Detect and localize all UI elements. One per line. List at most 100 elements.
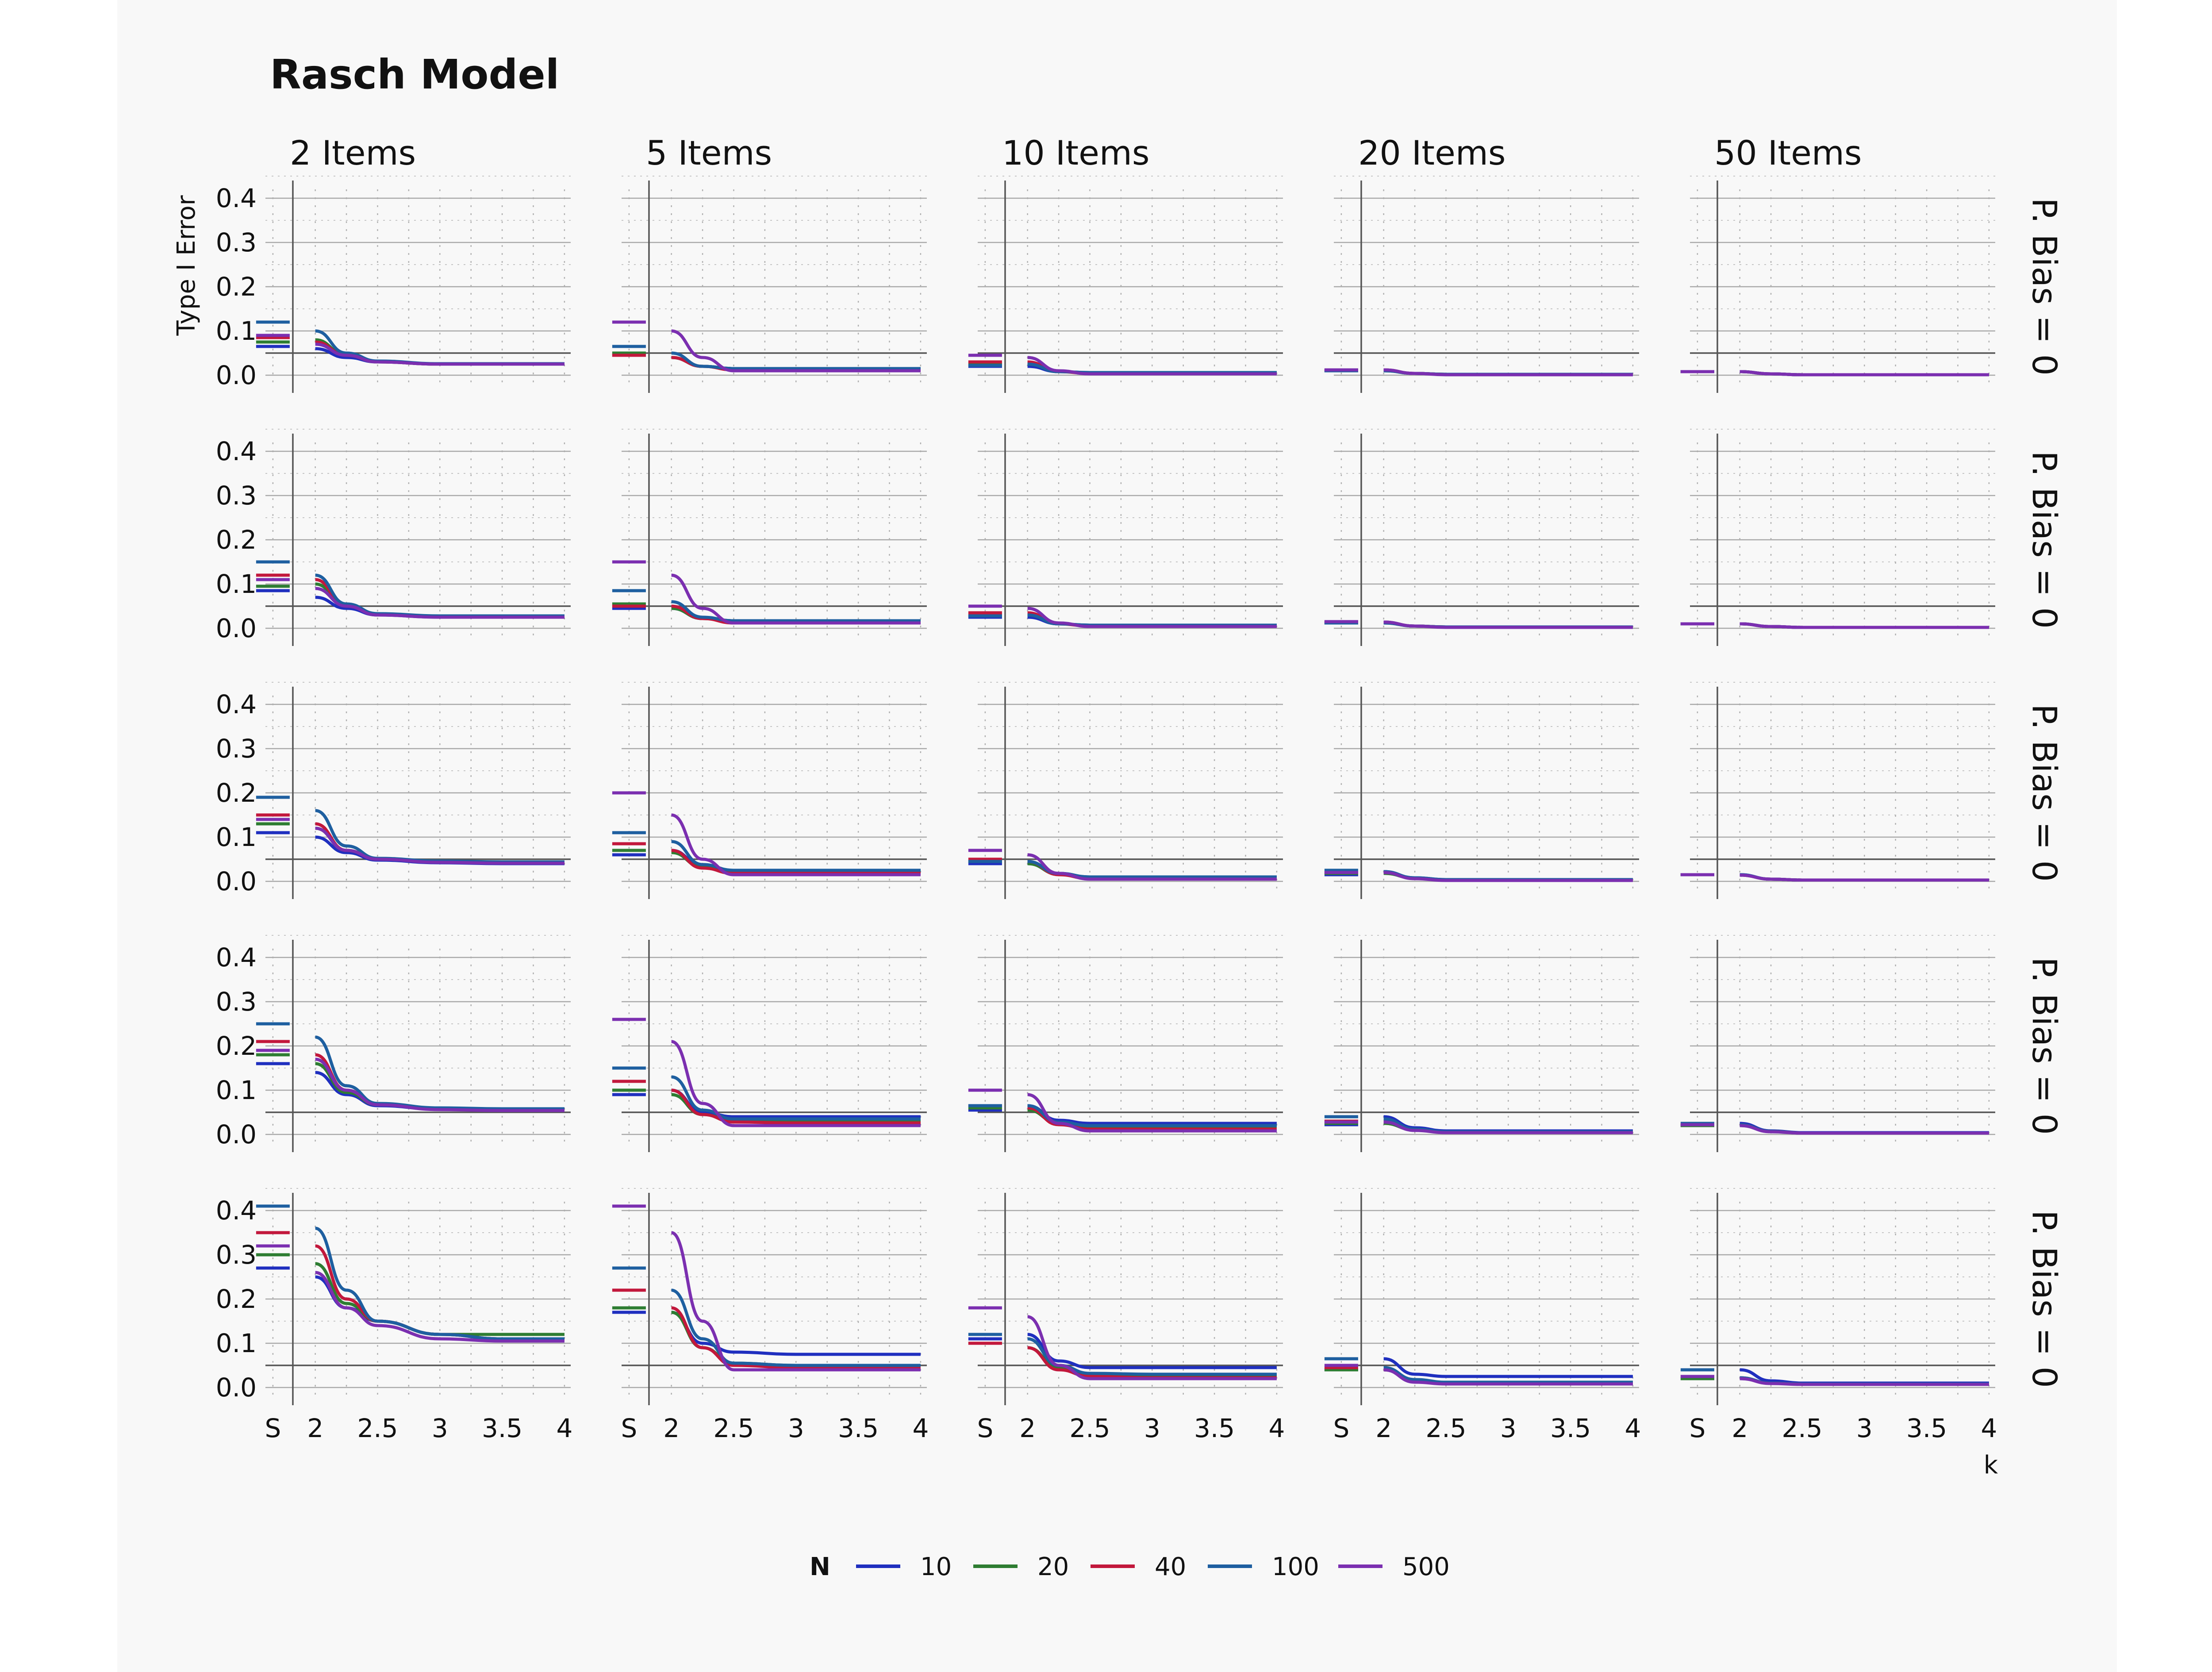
series-line-10 [1383, 1357, 1633, 1378]
y-tick-label: 0.4 [216, 689, 257, 719]
series-line-100 [671, 840, 921, 872]
y-tick-label: 0.3 [216, 987, 257, 1017]
x-tick-label: S [1333, 1413, 1349, 1443]
y-tick-label: 0.1 [216, 822, 257, 852]
column-header: 5 Items [646, 133, 772, 173]
panel-r2-c5 [1680, 429, 1995, 646]
x-tick-label: 4 [912, 1413, 929, 1443]
x-tick-label: 2.5 [1069, 1413, 1110, 1443]
column-header: 50 Items [1714, 133, 1862, 173]
x-tick-label: 3.5 [482, 1413, 522, 1443]
x-tick-label: 3.5 [838, 1413, 879, 1443]
series-line-100 [315, 1226, 565, 1341]
y-tick-label: 0.2 [216, 525, 257, 555]
y-tick-label: 0.3 [216, 734, 257, 764]
x-tick-label: 2.5 [713, 1413, 754, 1443]
y-axis-label: Type I Error [172, 195, 201, 336]
panel-r1-c2 [612, 176, 927, 393]
column-header: 20 Items [1358, 133, 1505, 173]
series-line-500 [1740, 622, 1989, 629]
panel-r3-c4 [1324, 682, 1639, 899]
series-line-500 [1383, 368, 1633, 377]
series-line-100 [315, 1035, 565, 1111]
x-tick-label: 2.5 [357, 1413, 398, 1443]
series-line-500 [315, 342, 565, 366]
row-strip-label: P. Bias = 0 [2025, 451, 2064, 629]
panel-r2-c4 [1324, 429, 1639, 646]
panel-r5-c4 [1324, 1188, 1639, 1405]
series-line-500 [1027, 1093, 1277, 1133]
legend: N 10 20 40 100 500 [810, 1553, 1450, 1581]
x-tick-label: 2.5 [1782, 1413, 1822, 1443]
x-tick-label: 3 [788, 1413, 804, 1443]
row-strip-label: P. Bias = 0 [2025, 1210, 2064, 1388]
x-tick-label: 3 [1500, 1413, 1517, 1443]
x-tick-label: 4 [1268, 1413, 1285, 1443]
y-tick-label: 0.0 [216, 613, 257, 643]
legend-title: N [810, 1553, 830, 1581]
series-line-100 [671, 600, 921, 623]
series-line-40 [671, 1306, 921, 1369]
legend-label-10: 10 [920, 1553, 952, 1581]
series-line-500 [1740, 1124, 1989, 1135]
x-tick-label: 2 [1375, 1413, 1392, 1443]
y-tick-label: 0.1 [216, 316, 257, 346]
legend-label-40: 40 [1155, 1553, 1186, 1581]
y-tick-label: 0.0 [216, 360, 257, 390]
legend-label-500: 500 [1402, 1553, 1450, 1581]
panel-r4-c3 [968, 935, 1283, 1152]
series-line-500 [1740, 873, 1989, 882]
series-line-500 [315, 1271, 565, 1343]
series-line-500 [1383, 1120, 1633, 1134]
y-tick-label: 0.2 [216, 778, 257, 808]
panel-r4-c2 [612, 935, 927, 1152]
series-line-40 [671, 1088, 921, 1125]
series-line-500 [1027, 1315, 1277, 1380]
x-tick-label: 3.5 [1550, 1413, 1591, 1443]
series-line-500 [1027, 356, 1277, 376]
x-tick-label: 4 [1624, 1413, 1641, 1443]
panel-r1-c4 [1324, 176, 1639, 393]
series-line-500 [1383, 1368, 1633, 1386]
panel-r1-c3 [968, 176, 1283, 393]
panel-r3-c3 [968, 682, 1283, 899]
x-tick-label: 3 [432, 1413, 448, 1443]
y-tick-label: 0.4 [216, 183, 257, 213]
series-line-20 [315, 338, 565, 366]
x-tick-label: 4 [556, 1413, 572, 1443]
y-tick-label: 0.3 [216, 1240, 257, 1270]
series-line-40 [315, 822, 565, 865]
series-line-500 [1383, 620, 1633, 629]
panel-r2-c1 [256, 429, 571, 646]
series-line-100 [1383, 1366, 1633, 1384]
series-line-500 [1383, 871, 1633, 882]
series-line-20 [315, 582, 565, 619]
series-line-500 [1740, 1377, 1989, 1386]
series-line-500 [671, 813, 921, 876]
series-line-100 [671, 351, 921, 370]
legend-label-20: 20 [1037, 1553, 1069, 1581]
panel-r1-c5 [1680, 176, 1995, 393]
row-strip-label: P. Bias = 0 [2025, 198, 2064, 376]
y-tick-label: 0.1 [216, 1075, 257, 1105]
y-tick-label: 0.2 [216, 1284, 257, 1314]
panel-r5-c1 [256, 1188, 571, 1405]
panel-r5-c3 [968, 1188, 1283, 1405]
y-tick-label: 0.1 [216, 1328, 257, 1358]
labels-layer: 0.0 0.1 0.2 0.3 0.4 2 Items 5 Items 10 Items 20 … [172, 133, 2064, 1480]
series-line-500 [671, 1040, 921, 1127]
panel-r5-c2 [612, 1188, 927, 1405]
y-tick-label: 0.3 [216, 480, 257, 511]
x-tick-label: 2 [663, 1413, 680, 1443]
x-tick-label: 3.5 [1194, 1413, 1235, 1443]
series-line-10 [1027, 1104, 1277, 1125]
chart-background [117, 0, 2117, 1672]
y-tick-label: 0.0 [216, 866, 257, 896]
chart-title: Rasch Model [270, 51, 559, 98]
panel-r2-c3 [968, 429, 1283, 646]
series-line-100 [671, 1288, 921, 1367]
series-line-500 [315, 826, 565, 865]
series-line-100 [671, 1075, 921, 1121]
x-tick-label: 2.5 [1425, 1413, 1466, 1443]
